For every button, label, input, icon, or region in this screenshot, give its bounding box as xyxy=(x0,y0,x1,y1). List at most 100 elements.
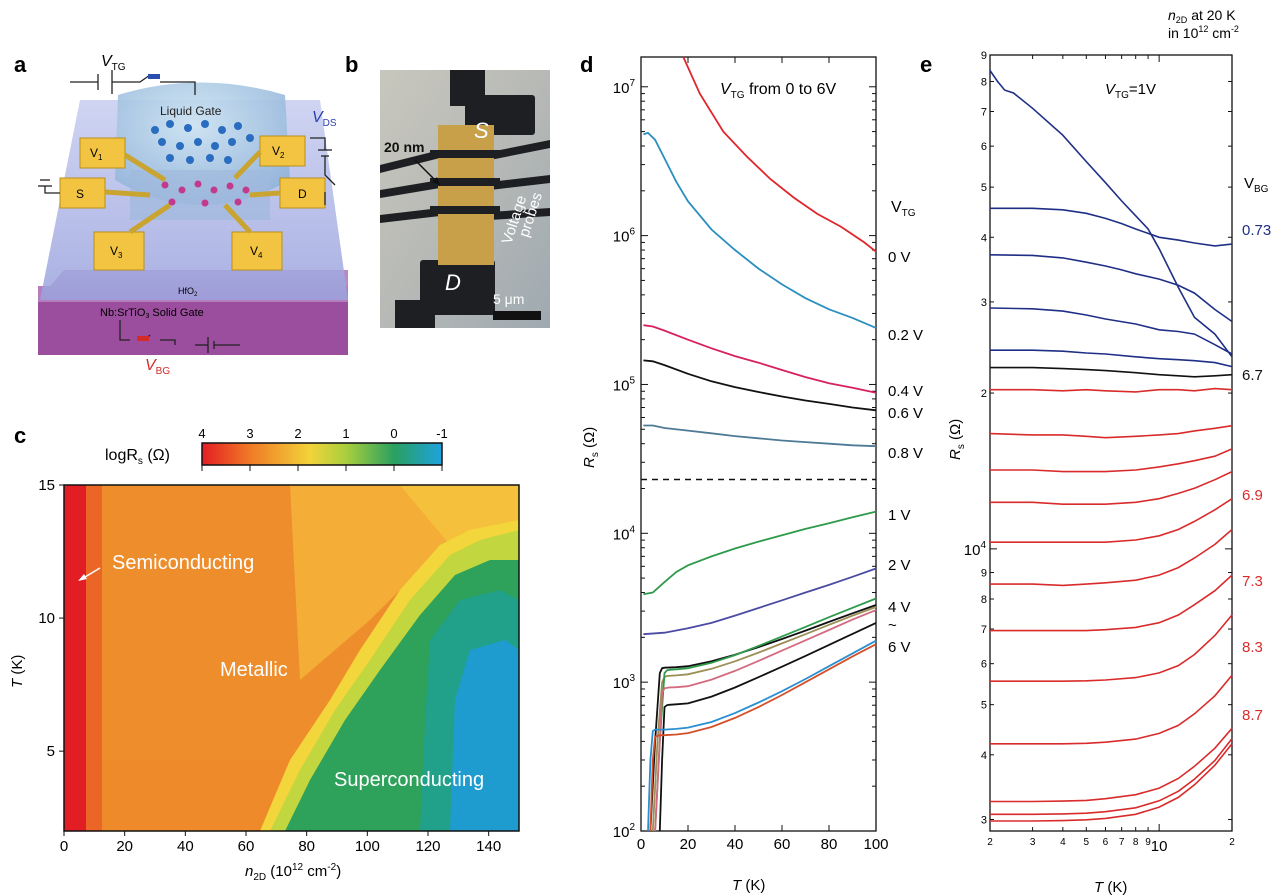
plot-e-series-line xyxy=(990,349,1233,368)
plot-e-series-line xyxy=(990,743,1233,822)
scale-bar xyxy=(493,311,541,320)
plot-d-legend-entry: 2 V xyxy=(888,557,911,574)
plot-e-legend-entry: 8.3 xyxy=(1242,639,1263,656)
plot-e-ytick-label: 8 xyxy=(981,594,987,606)
plot-e-ytick-label: 9 xyxy=(981,568,987,580)
plot-d-ytick-label: 102 xyxy=(613,822,636,841)
colorbar-tick-label: 2 xyxy=(294,426,301,441)
plot-d-ytick-label: 105 xyxy=(613,375,636,394)
plot-e-ytick-label: 104 xyxy=(964,540,987,559)
plot-d-ytick-label: 107 xyxy=(613,78,636,97)
heatmap-xtick-label: 80 xyxy=(298,838,315,855)
plot-e-series-line xyxy=(989,70,1233,358)
plot-d-legend-entry: 0 V xyxy=(888,249,911,266)
plot-e-series-line xyxy=(990,470,1233,506)
pad-v3-label: V3 xyxy=(110,244,123,260)
plot-e-xtick-label: 6 xyxy=(1103,837,1109,848)
plot-e-header-2: in 1012 cm-2 xyxy=(1168,24,1239,41)
panel-label-d: d xyxy=(580,52,593,77)
plot-e-ytick-label: 7 xyxy=(981,106,987,118)
colorbar-tick-label: 1 xyxy=(342,426,349,441)
colorbar-tick-label: 3 xyxy=(246,426,253,441)
heatmap-xlabel: n2D (1012 cm-2) xyxy=(245,862,341,883)
width-arrowhead xyxy=(432,177,440,185)
plot-d-series-line xyxy=(643,324,877,394)
plot-e-legend-entry: 7.3 xyxy=(1242,573,1263,590)
plot-d-legend-title: VTG xyxy=(891,199,916,219)
width-label: 20 nm xyxy=(384,139,424,155)
plot-d-legend-entry: 6 V xyxy=(888,639,911,656)
plot-e-curves xyxy=(989,70,1233,822)
heatmap-ytick-label: 5 xyxy=(47,743,55,760)
panel-label-b: b xyxy=(345,52,358,77)
plot-e-legend-entry: 6.7 xyxy=(1242,367,1263,384)
solid-gate-label: Nb:SrTiO3 Solid Gate xyxy=(100,307,204,320)
plot-d-legend-entry: 0.6 V xyxy=(888,405,923,422)
plot-e-xtick-label: 2 xyxy=(987,837,993,848)
colorbar-tick-label: 4 xyxy=(198,426,205,441)
plot-e-legend-title: VBG xyxy=(1244,175,1269,195)
heatmap-image xyxy=(64,485,519,831)
plot-d-legend-entry: 0.8 V xyxy=(888,445,923,462)
probe-fingers xyxy=(430,150,500,214)
plot-d-series-line xyxy=(658,622,877,832)
plot-e-series-line xyxy=(990,498,1233,544)
plot-d-series-line xyxy=(654,609,877,832)
plot-e-xtick-label: 9 xyxy=(1145,837,1151,848)
heatmap-ytick-label: 10 xyxy=(38,610,55,627)
tg-switch xyxy=(148,74,160,79)
plot-e-header-1: n2D at 20 K xyxy=(1168,7,1236,25)
plot-e-ytick-label: 7 xyxy=(981,624,987,636)
pad-v2 xyxy=(259,135,306,167)
heatmap-ytick-label: 15 xyxy=(38,477,55,494)
plot-e-ytick-label: 6 xyxy=(981,141,987,153)
plot-e-xtick-label: 3 xyxy=(1030,837,1036,848)
plot-e-ytick-label: 8 xyxy=(981,76,987,88)
plot-e-series-line xyxy=(989,424,1233,439)
plot-d-xtick-label: 80 xyxy=(821,836,838,853)
plot-d-legend-entry: 0.4 V xyxy=(888,383,923,400)
plot-e-xtick-label: 5 xyxy=(1084,837,1090,848)
panel-label-a: a xyxy=(14,52,27,77)
pad-d xyxy=(279,177,326,209)
hfo2-label: HfO2 xyxy=(178,286,198,298)
heatmap-xtick-label: 120 xyxy=(415,838,440,855)
plot-e-ytick-label: 3 xyxy=(981,297,987,309)
micro-s-label: S xyxy=(474,118,489,143)
plot-e-ytick-label: 5 xyxy=(981,182,987,194)
micrograph: S D 20 nm Voltage probes 5 μm xyxy=(380,70,550,328)
plot-d-curves xyxy=(643,56,877,832)
plot-e-legend-entry: 6.9 xyxy=(1242,487,1263,504)
plot-e-xlabel: T (K) xyxy=(1094,879,1127,896)
colorbar-tick-label: -1 xyxy=(436,426,448,441)
plot-d-series-line xyxy=(649,643,877,832)
plot-e-ytick-label: 6 xyxy=(981,659,987,671)
pads xyxy=(59,135,326,271)
colorbar-label: logRs (Ω) xyxy=(105,447,170,467)
plot-e-frame xyxy=(989,54,1233,832)
plot-e-series-line xyxy=(989,307,1233,355)
plot-e-ytick-label: 4 xyxy=(981,750,987,762)
plot-e-series-line xyxy=(990,366,1233,378)
plot-e-legend-entry: 0.73 xyxy=(1242,222,1271,239)
region-metallic: Metallic xyxy=(220,659,288,681)
plot-e-xtick-label: 10 xyxy=(1151,838,1168,855)
plot-e-ytick-label: 4 xyxy=(981,232,987,244)
heatmap-ylabel: T (K) xyxy=(9,655,26,688)
device-schematic: Liquid Gate V1 V2 S D V3 V4 HfO2 Nb:SrTi… xyxy=(38,53,348,377)
plot-d-xtick-label: 60 xyxy=(774,836,791,853)
plot-d-series-line xyxy=(654,597,877,832)
plot-d-legend-entry: 4 V xyxy=(888,599,911,616)
bg-switch xyxy=(137,336,149,341)
plot-d-series-line xyxy=(643,131,877,329)
heatmap-axes: 0 20 40 60 80 100 120 140 5 10 15 xyxy=(38,477,501,855)
solid-gate-slab xyxy=(38,300,348,355)
plot-e-annotation: VTG=1V xyxy=(1105,81,1156,101)
circuit-wires xyxy=(38,70,336,353)
heatmap-xtick-label: 140 xyxy=(476,838,501,855)
plot-e-legend-entry: 8.7 xyxy=(1242,707,1263,724)
plot-e-series-line xyxy=(990,448,1233,473)
colorbar xyxy=(201,442,443,466)
plot-d-series-line xyxy=(643,567,877,636)
